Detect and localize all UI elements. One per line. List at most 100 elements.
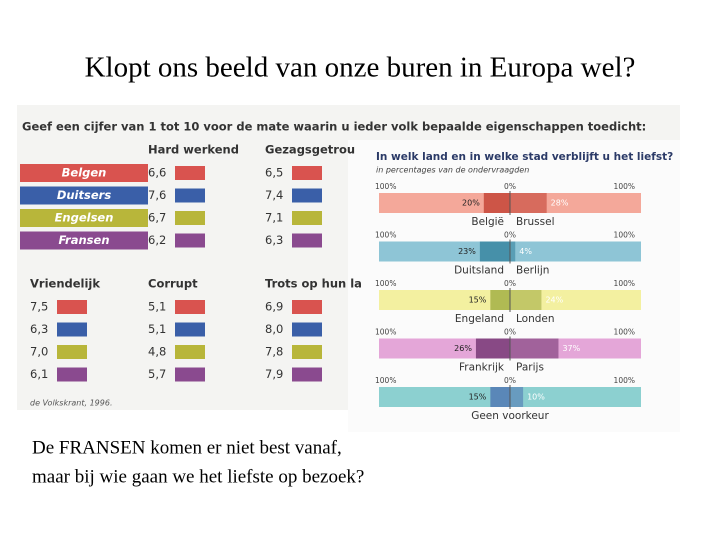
caption-line: De FRANSEN komen er niet best vanaf, xyxy=(32,437,342,458)
cell-bar xyxy=(292,233,322,248)
axis-label: 100% xyxy=(614,279,635,288)
group-label-box xyxy=(20,209,148,227)
cell-bar xyxy=(57,367,87,382)
stad-value-label: 4% xyxy=(519,247,532,256)
land-label: Engeland xyxy=(455,313,504,325)
cell-value: 4,8 xyxy=(148,345,166,359)
land-value-label: 15% xyxy=(469,296,487,305)
axis-label: 0% xyxy=(504,279,516,288)
cell-bar xyxy=(175,211,205,225)
table-source: de Volkskrant, 1996. xyxy=(30,399,112,408)
cell-value: 6,1 xyxy=(30,367,48,381)
column-header: Vriendelijk xyxy=(30,277,100,291)
cell-value: 6,9 xyxy=(265,300,283,314)
axis-label: 100% xyxy=(375,279,396,288)
cell-bar xyxy=(292,211,322,225)
cell-value: 8,0 xyxy=(265,322,283,336)
cell-value: 7,9 xyxy=(265,367,283,381)
bar-land xyxy=(483,193,510,213)
cell-value: 6,6 xyxy=(148,166,166,180)
cell-bar xyxy=(175,345,205,359)
group-label: Fransen xyxy=(58,233,109,247)
bar-stad xyxy=(510,387,524,407)
axis-label: 100% xyxy=(614,231,635,240)
cell-value: 7,8 xyxy=(265,345,283,359)
axis-label: 100% xyxy=(375,231,396,240)
cell-value: 6,2 xyxy=(148,233,166,247)
cell-value: 5,1 xyxy=(148,300,166,314)
stad-label: Parijs xyxy=(516,362,544,374)
cell-bar xyxy=(292,367,322,382)
cell-bar xyxy=(175,300,205,314)
land-value-label: 26% xyxy=(454,344,472,353)
land-value-label: 20% xyxy=(462,199,480,208)
group-label: Duitsers xyxy=(57,188,111,202)
stad-value-label: 37% xyxy=(562,344,580,353)
axis-label: 0% xyxy=(504,328,516,337)
stad-label: Berlijn xyxy=(516,265,549,277)
bar-land xyxy=(490,387,510,407)
cell-bar xyxy=(57,322,87,337)
axis-label: 100% xyxy=(375,328,396,337)
stad-label: Londen xyxy=(516,313,555,325)
inset-panel xyxy=(348,140,680,432)
inset-title: In welk land en in welke stad verblijft … xyxy=(376,151,673,163)
cell-value: 7,4 xyxy=(265,188,283,202)
bar-land xyxy=(490,290,510,310)
axis-label: 0% xyxy=(504,182,516,191)
land-label: België xyxy=(471,216,504,228)
cell-bar xyxy=(292,322,322,337)
cell-value: 7,1 xyxy=(265,211,283,225)
land-label: Duitsland xyxy=(454,265,504,277)
bar-stad xyxy=(510,290,542,310)
caption-line: maar bij wie gaan we het liefste op bezo… xyxy=(32,466,364,487)
axis-label: 0% xyxy=(504,376,516,385)
axis-label: 100% xyxy=(375,182,396,191)
bar-land xyxy=(475,338,510,359)
cell-value: 7,5 xyxy=(30,300,48,314)
group-label-box xyxy=(20,164,148,182)
cell-value: 7,6 xyxy=(148,188,166,202)
group-label-box xyxy=(20,186,148,205)
cell-bar xyxy=(57,300,87,314)
column-header: Trots op hun la xyxy=(265,277,362,291)
group-label: Engelsen xyxy=(55,211,114,225)
cell-bar xyxy=(292,166,322,180)
bar-stad xyxy=(510,241,516,262)
axis-label: 100% xyxy=(614,328,635,337)
bar-stad xyxy=(510,338,559,359)
cell-bar xyxy=(175,166,205,180)
stad-value-label: 10% xyxy=(527,393,545,402)
cell-bar xyxy=(292,345,322,359)
cell-value: 5,1 xyxy=(148,322,166,336)
stad-value-label: 24% xyxy=(545,296,563,305)
inset-subtitle: in percentages van de ondervraagden xyxy=(376,166,529,175)
stad-label: Brussel xyxy=(516,216,555,228)
cell-bar xyxy=(175,188,205,203)
land-value-label: 23% xyxy=(458,247,476,256)
table-header: Geef een cijfer van 1 tot 10 voor de mat… xyxy=(22,120,646,134)
axis-label: 100% xyxy=(614,182,635,191)
cell-bar xyxy=(175,322,205,337)
cell-value: 6,7 xyxy=(148,211,166,225)
cell-value: 6,3 xyxy=(30,322,48,336)
stad-value-label: 28% xyxy=(551,199,569,208)
group-label: Belgen xyxy=(62,166,107,180)
group-label-box xyxy=(20,231,148,250)
axis-label: 0% xyxy=(504,231,516,240)
axis-label: 100% xyxy=(375,376,396,385)
axis-label: 100% xyxy=(614,376,635,385)
cell-bar xyxy=(292,188,322,203)
cell-bar xyxy=(175,233,205,248)
cell-bar xyxy=(57,345,87,359)
cell-bar xyxy=(292,300,322,314)
cell-value: 7,0 xyxy=(30,345,48,359)
bar-stad xyxy=(510,193,547,213)
bar-land xyxy=(479,241,510,262)
column-header: Gezagsgetrou xyxy=(265,143,355,157)
cell-value: 6,3 xyxy=(265,233,283,247)
land-value-label: 15% xyxy=(469,393,487,402)
cell-value: 5,7 xyxy=(148,367,166,381)
